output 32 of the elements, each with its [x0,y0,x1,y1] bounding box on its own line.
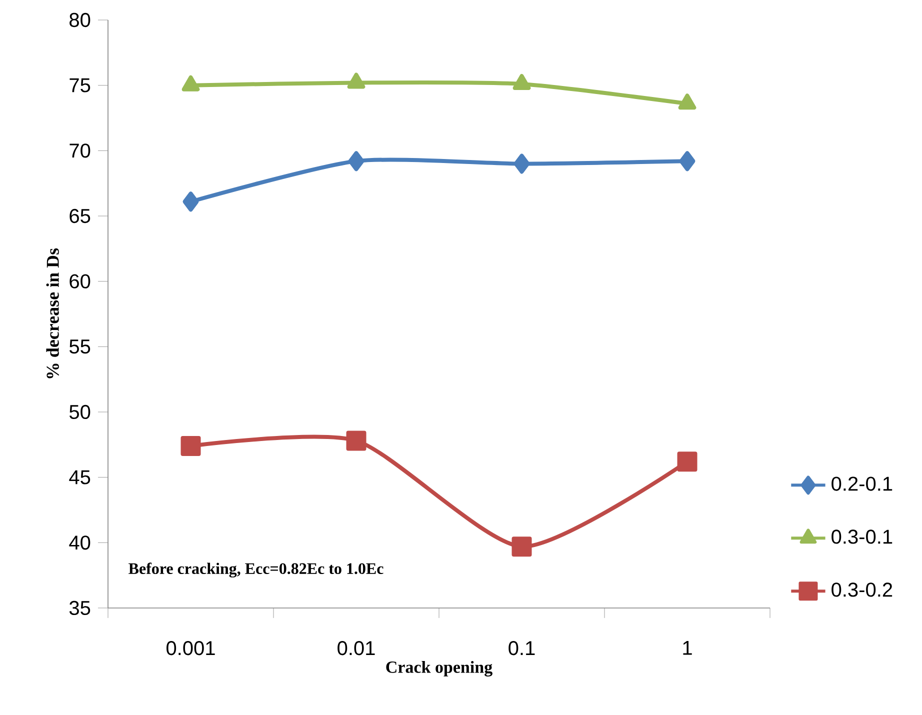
y-tick-label: 35 [69,600,90,616]
x-tick-label: 0.1 [508,641,535,656]
point [679,151,696,172]
point [347,72,366,89]
y-tick-label: 40 [69,536,90,550]
y-tick-label: 45 [69,470,90,484]
x-tick-label: 0.001 [166,641,215,656]
x-tick-label: 1 [683,641,692,655]
x-axis-title: Crack opening [386,660,492,677]
y-axis-title: % decrease in Ds [46,248,59,378]
legend-label: 0.2-0.1 [832,476,892,491]
point [182,75,200,92]
annotation: Before cracking, Ecc=0.82Ec to 1.0Ec [128,562,384,578]
legend-label: 0.3-0.2 [832,582,892,597]
point [678,94,696,110]
y-tick-label: 70 [70,144,90,158]
y-tick-label: 50 [70,404,90,420]
y-tick-label: 55 [70,340,90,354]
point [182,192,199,212]
y-tick-label: 75 [70,78,90,92]
legend-label: 0.3-0.1 [832,530,892,544]
point [348,151,364,172]
point [512,74,531,90]
y-tick-label: 65 [70,208,90,224]
y-tick-label: 60 [70,274,90,288]
point [346,430,366,451]
point [180,436,201,456]
point [677,452,698,472]
point [512,536,532,557]
y-tick-label: 80 [70,12,90,28]
point [514,154,530,174]
x-tick-label: 0.01 [338,641,375,656]
